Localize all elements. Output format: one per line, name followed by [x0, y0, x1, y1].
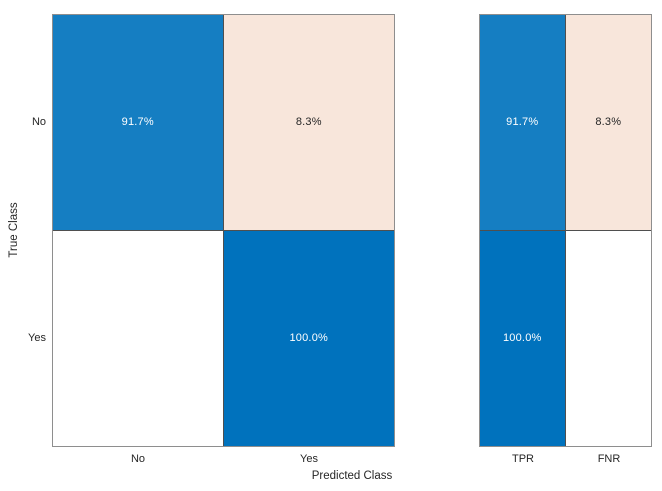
summary-cell-true-no-fnr: 8.3% [565, 15, 651, 231]
x-tick-yes: Yes [300, 453, 318, 465]
row-summary-panel: 91.7% 8.3% 100.0% [479, 14, 652, 447]
matrix-cell-true-no-pred-yes: 8.3% [223, 15, 394, 231]
summary-cell-true-yes-tpr: 100.0% [480, 230, 566, 446]
confusion-matrix-panel: 91.7% 8.3% 100.0% [52, 14, 395, 447]
summary-cell-true-yes-fnr [565, 230, 651, 446]
y-tick-yes: Yes [28, 332, 46, 344]
y-tick-no: No [31, 116, 46, 128]
cell-value-label: 8.3% [595, 116, 622, 129]
summary-cell-true-no-tpr: 91.7% [480, 15, 566, 231]
cell-value-label: 91.7% [121, 116, 154, 129]
matrix-cell-true-yes-pred-no [53, 230, 224, 446]
x-axis-label: Predicted Class [311, 470, 393, 482]
matrix-cell-true-no-pred-no: 91.7% [53, 15, 224, 231]
matrix-cell-true-yes-pred-yes: 100.0% [223, 230, 394, 446]
y-axis-label: True Class [8, 202, 20, 258]
cell-value-label: 100.0% [289, 332, 328, 345]
cell-value-label: 91.7% [506, 116, 539, 129]
x-tick-no: No [130, 453, 146, 465]
cell-value-label: 8.3% [295, 116, 322, 129]
cell-value-label: 100.0% [502, 332, 542, 345]
x-tick-fnr: FNR [597, 453, 621, 465]
x-tick-tpr: TPR [512, 453, 534, 465]
